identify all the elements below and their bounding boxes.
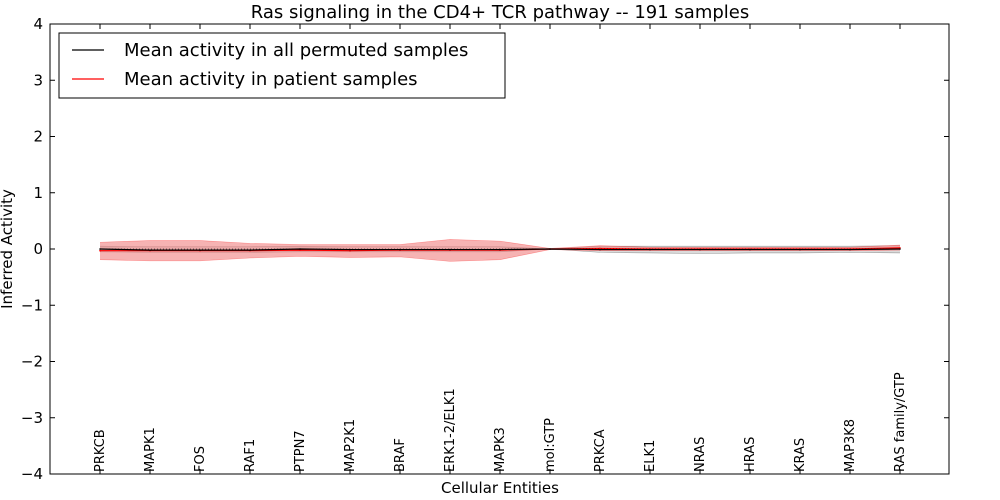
point-series-0 [449, 248, 451, 251]
series-lines [99, 247, 901, 252]
x-tick-label: PTPN7 [293, 430, 308, 472]
point-series-0 [749, 248, 751, 251]
chart-title: Ras signaling in the CD4+ TCR pathway --… [251, 2, 750, 23]
y-tick-label: 4 [33, 15, 43, 33]
x-tick-label: BRAF [393, 438, 408, 472]
y-tick-label: −4 [21, 465, 43, 483]
y-axis-label: Inferred Activity [0, 189, 16, 309]
x-tick-label: PRKCB [93, 429, 108, 472]
point-series-1 [349, 249, 351, 252]
y-tick-label: 1 [33, 184, 43, 202]
x-tick-label: RAS family/GTP [893, 372, 908, 472]
band-edge-upper-series-1 [99, 239, 901, 249]
x-tick-label: MAP3K8 [843, 419, 858, 472]
legend-label-permuted: Mean activity in all permuted samples [124, 40, 468, 61]
x-tick-label: ERK1-2/ELK1 [443, 388, 458, 472]
x-tick-label: RAF1 [243, 439, 258, 472]
y-tick-label: −2 [21, 353, 43, 371]
legend: Mean activity in all permuted samples Me… [58, 32, 506, 99]
x-tick-label: MAPK1 [143, 427, 158, 472]
point-series-0 [249, 249, 251, 251]
point-series-0 [299, 248, 301, 250]
x-tick-label: FOS [193, 446, 208, 472]
legend-label-patient: Mean activity in patient samples [124, 69, 418, 90]
x-tick-label: ELK1 [643, 440, 658, 472]
x-axis-label: Cellular Entities [441, 479, 559, 497]
x-tick-label: mol:GTP [543, 418, 558, 472]
point-series-0 [199, 249, 201, 251]
x-tick-label: MAPK3 [493, 427, 508, 472]
band-edge-lower-series-1 [99, 249, 901, 262]
y-tick-label: −1 [21, 296, 43, 314]
legend-box [58, 32, 506, 99]
point-series-0 [599, 248, 601, 251]
y-tick-label: 3 [33, 71, 43, 89]
x-tick-label: KRAS [793, 438, 808, 472]
y-tick-label: 0 [33, 240, 43, 258]
y-axis: 4 3 2 1 0 −1 −2 −3 −4 [21, 15, 949, 483]
point-series-1 [99, 249, 101, 252]
x-tick-label: HRAS [743, 437, 758, 472]
point-series-1 [299, 249, 301, 251]
point-series-0 [149, 249, 151, 251]
x-tick-label: MAP2K1 [343, 419, 358, 472]
point-series-1 [899, 247, 901, 249]
point-series-0 [899, 248, 901, 250]
point-series-1 [599, 247, 601, 250]
x-tick-label: PRKCA [593, 429, 608, 472]
y-tick-label: −3 [21, 409, 43, 427]
x-tick-label: NRAS [693, 437, 708, 472]
y-tick-label: 2 [33, 128, 43, 146]
x-axis: PRKCB MAPK1 FOS RAF1 PTPN7 MAP2K1 BRAF ERK1-2/E… [93, 24, 908, 474]
